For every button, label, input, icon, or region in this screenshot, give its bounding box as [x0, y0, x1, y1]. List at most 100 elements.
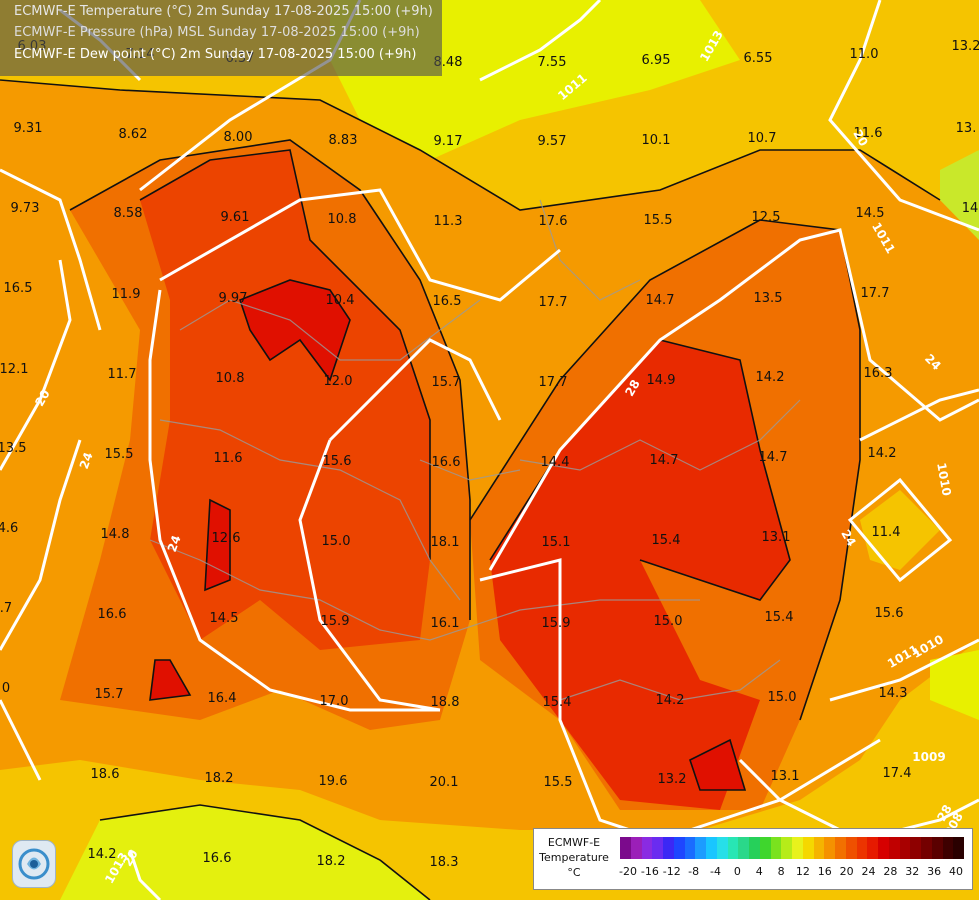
legend-tick-label: 0	[733, 865, 741, 878]
country-borders	[149, 199, 801, 701]
dewpoint-value: 17.0	[320, 694, 349, 709]
legend-color-swatch	[802, 837, 814, 859]
dewpoint-value: 6.55	[744, 51, 773, 66]
temp-band-20-south-east	[860, 490, 940, 570]
isobar-value: 1010	[934, 462, 954, 497]
dewpoint-value: 15.7	[95, 687, 124, 702]
dewpoint-value: 15.9	[321, 614, 350, 629]
legend-tick-label: 8	[777, 865, 785, 878]
dewpoint-value: 15.6	[323, 454, 352, 469]
dewpoint-value: 14.4	[541, 455, 570, 470]
dewpoint-value: 15.0	[654, 614, 683, 629]
isotherm-value: 24	[77, 450, 96, 470]
dewpoint-value: 15.0	[322, 534, 351, 549]
dewpoint-value: 8.62	[119, 127, 148, 142]
dewpoint-value: 15.4	[765, 610, 794, 625]
dewpoint-value: 18.3	[430, 855, 459, 870]
legend-color-swatch	[867, 837, 878, 859]
dewpoint-value: 11.9	[112, 287, 141, 302]
dewpoint-value: 9.17	[434, 134, 463, 149]
dewpoint-value: 15.4	[543, 695, 572, 710]
legend-color-swatch	[652, 837, 663, 859]
dewpoint-value: 12.0	[324, 374, 353, 389]
dewpoint-value: 9.97	[219, 291, 248, 306]
dewpoint-value: 9.57	[538, 134, 567, 149]
temp-band-32-east	[490, 340, 790, 810]
dewpoint-value: 9.31	[14, 121, 43, 136]
dewpoint-value: 15.4	[652, 533, 681, 548]
legend-tick-label: 32	[905, 865, 920, 878]
dewpoint-value: 10.8	[216, 371, 245, 386]
dewpoint-value: 16.6	[98, 607, 127, 622]
legend-color-swatch	[910, 837, 921, 859]
dewpoint-value: 15.0	[768, 690, 797, 705]
legend-tick-label: 20	[839, 865, 854, 878]
dewpoint-value: 16.5	[433, 294, 462, 309]
dewpoint-value: 14.3	[879, 686, 908, 701]
dewpoint-value: 16.4	[208, 691, 237, 706]
legend-color-swatch	[620, 837, 631, 859]
dewpoint-value: 10.8	[328, 212, 357, 227]
legend-color-swatch	[824, 837, 835, 859]
legend-color-swatch	[899, 837, 911, 859]
dewpoint-labels: 6.037.146.378.487.556.956.5511.013.29.31…	[0, 39, 979, 870]
legend-color-swatch	[792, 837, 803, 859]
dewpoint-value: 13.2	[658, 772, 687, 787]
dewpoint-value: 18.2	[205, 771, 234, 786]
legend-ticks: -20 -16 -12 -8 -4 0 4 8 12 16 20 24 28 32 36 40	[619, 865, 964, 881]
legend-color-swatch	[835, 837, 846, 859]
isotherm-value: 24	[165, 533, 184, 553]
dewpoint-value: 15.7	[432, 375, 461, 390]
legend-tick-label: -8	[688, 865, 700, 878]
legend-color-swatch	[684, 837, 696, 859]
legend-color-swatch	[716, 837, 728, 859]
dewpoint-value: 11.4	[872, 525, 901, 540]
map-header: ECMWF-E Temperature (°C) 2m Sunday 17-08…	[0, 0, 442, 76]
legend-tick-label: -12	[662, 865, 681, 878]
dewpoint-value: 9.73	[11, 201, 40, 216]
temp-band-36-b	[205, 500, 230, 590]
dewpoint-value: 17.4	[883, 766, 912, 781]
dewpoint-value: 13.1	[762, 530, 791, 545]
temperature-legend: ECMWF-E Temperature °C -20 -16 -12 -8 -4 0 4 8 1…	[533, 828, 973, 890]
legend-tick-label: -4	[709, 865, 721, 878]
temp-band-36-c	[150, 660, 190, 700]
dewpoint-value: 10.4	[326, 293, 355, 308]
dewpoint-value: 12.5	[752, 210, 781, 225]
dewpoint-value: 11.7	[108, 367, 137, 382]
legend-tick-label: -20	[619, 865, 637, 878]
dewpoint-value: 8.00	[224, 130, 253, 145]
dewpoint-value: 17.6	[539, 214, 568, 229]
dewpoint-value: 11.0	[850, 47, 879, 62]
dewpoint-value: 14.2	[656, 693, 685, 708]
temp-band-16-southwest	[60, 805, 430, 900]
dewpoint-value: 14.7	[759, 450, 788, 465]
dewpoint-value: 14.2	[868, 446, 897, 461]
dewpoint-value: .7	[0, 601, 12, 616]
dewpoint-value: 0	[2, 681, 10, 696]
legend-color-bar	[620, 837, 964, 859]
dewpoint-value: 14	[962, 201, 979, 216]
legend-title: ECMWF-E Temperature °C	[539, 836, 609, 879]
legend-color-swatch	[921, 837, 932, 859]
dewpoint-value: 13.1	[771, 769, 800, 784]
dewpoint-value: 15.6	[875, 606, 904, 621]
legend-tick-label: 12	[795, 865, 810, 878]
dewpoint-value: 6.95	[642, 53, 671, 68]
provider-logo	[12, 840, 56, 888]
legend-tick-label: 4	[755, 865, 763, 878]
dewpoint-value: 18.2	[317, 854, 346, 869]
dewpoint-value: 17.7	[539, 375, 568, 390]
dewpoint-value: 12.1	[0, 362, 28, 377]
dewpoint-value: 15.5	[644, 213, 673, 228]
header-dewpoint-line: ECMWF-E Dew point (°C) 2m Sunday 17-08-2…	[14, 47, 417, 62]
dewpoint-value: 14.5	[856, 206, 885, 221]
dewpoint-value: 16.6	[203, 851, 232, 866]
legend-color-swatch	[663, 837, 674, 859]
dewpoint-value: 11.6	[214, 451, 243, 466]
dewpoint-value: 18.8	[431, 695, 460, 710]
legend-color-swatch	[630, 837, 642, 859]
dewpoint-value: 11.6	[854, 126, 883, 141]
temp-band-36-d	[690, 740, 745, 790]
